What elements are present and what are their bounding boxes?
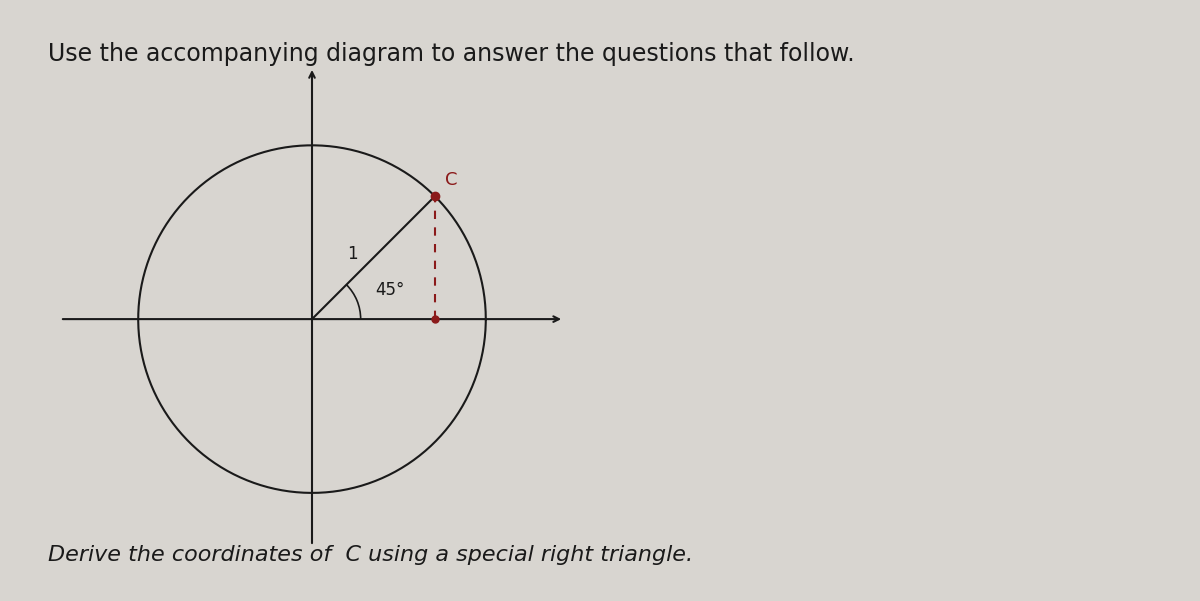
Text: Derive the coordinates of  C using a special right triangle.: Derive the coordinates of C using a spec… — [48, 545, 694, 565]
Text: 1: 1 — [347, 245, 358, 263]
Text: 45°: 45° — [374, 281, 404, 299]
Text: Use the accompanying diagram to answer the questions that follow.: Use the accompanying diagram to answer t… — [48, 42, 854, 66]
Text: C: C — [445, 171, 458, 189]
